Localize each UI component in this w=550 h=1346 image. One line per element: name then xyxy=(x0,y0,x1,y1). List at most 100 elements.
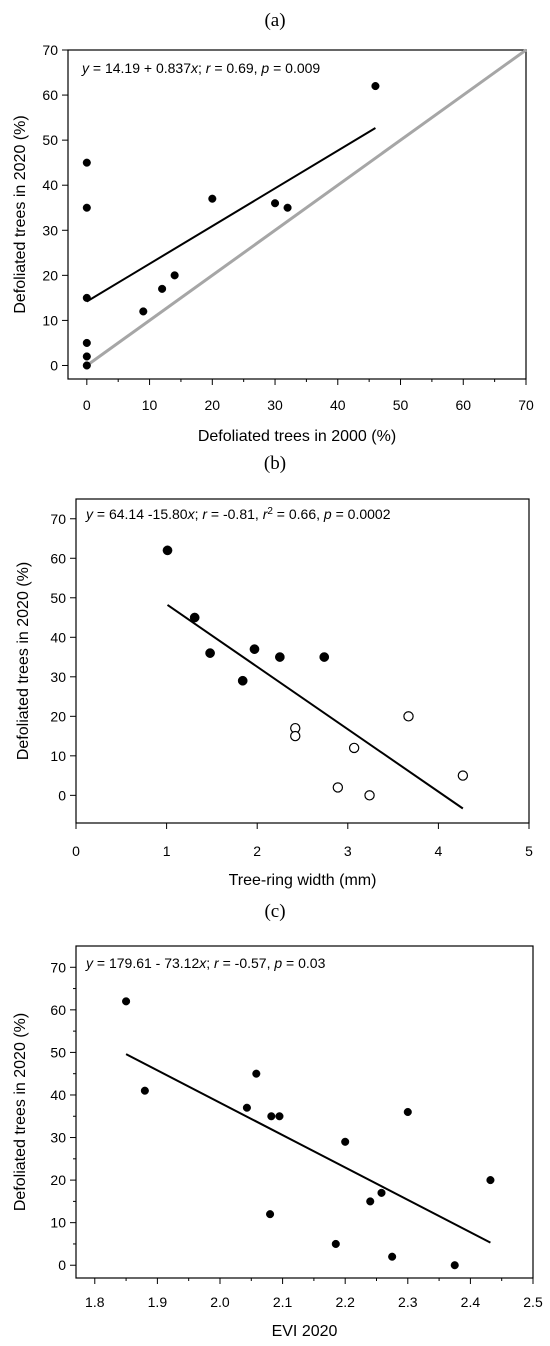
equation-part: r xyxy=(206,60,212,76)
data-point xyxy=(450,1261,459,1270)
equation-part: r xyxy=(214,955,220,971)
y-tick-label: 70 xyxy=(42,42,58,58)
equation-part: ; xyxy=(198,60,206,76)
panel-label: (a) xyxy=(264,10,285,31)
plot-frame xyxy=(75,498,530,824)
data-point xyxy=(283,203,292,212)
y-tick-label: 70 xyxy=(50,511,66,527)
y-tick-label: 30 xyxy=(50,1130,66,1146)
regression-equation: y = 64.14 -15.80x; r = -0.81, r2 = 0.66,… xyxy=(85,506,391,523)
equation-part: y xyxy=(85,506,94,522)
y-tick-label: 20 xyxy=(50,708,66,724)
y-tick-label: 0 xyxy=(58,1257,66,1273)
equation-part: = -0.81, xyxy=(207,506,263,522)
x-tick-label: 2.4 xyxy=(461,1294,481,1310)
y-tick-label: 20 xyxy=(50,1172,66,1188)
equation-part: r xyxy=(202,506,208,522)
data-point xyxy=(403,1107,412,1117)
x-tick-label: 4 xyxy=(435,843,443,859)
y-tick-label: 10 xyxy=(42,312,58,328)
y-tick-label: 10 xyxy=(50,748,66,764)
data-point xyxy=(237,675,248,686)
x-tick-label: 20 xyxy=(205,397,221,413)
regression-line xyxy=(166,604,464,810)
chart-panel-a: (a) 0 10 20 30 40 50 60 70 0 10 20 30 40 50 60 70 Defolia… xyxy=(12,10,534,445)
regression-line xyxy=(86,127,376,303)
data-point xyxy=(139,307,148,316)
data-point xyxy=(82,338,91,347)
y-axis-label: Defoliated trees in 2020 (%) xyxy=(12,1013,29,1211)
x-tick-label: 1.9 xyxy=(148,1294,168,1310)
x-tick-label: 10 xyxy=(142,397,158,413)
x-tick-label: 50 xyxy=(393,397,409,413)
data-point xyxy=(341,1137,350,1146)
y-tick-label: 30 xyxy=(42,222,58,238)
panel-label: (b) xyxy=(264,453,286,474)
y-axis-label: Defoliated trees in 2020 (%) xyxy=(12,115,29,313)
x-tick-label: 2.5 xyxy=(523,1294,543,1310)
equation-part: p xyxy=(260,60,269,76)
x-tick-label: 2.1 xyxy=(273,1294,293,1310)
equation-part: x xyxy=(198,955,207,971)
regression-equation: y = 179.61 - 73.12x; r = -0.57, p = 0.03 xyxy=(85,955,326,971)
y-tick-label: 10 xyxy=(50,1215,66,1231)
data-point xyxy=(377,1188,386,1197)
equation-part: = 0.0002 xyxy=(332,506,391,522)
equation-part: ; xyxy=(206,955,214,971)
data-point xyxy=(170,271,179,280)
data-point-open xyxy=(290,730,301,742)
equation-part: = 0.69, xyxy=(210,60,261,76)
data-point xyxy=(371,82,380,91)
equation-part: = 0.009 xyxy=(269,60,320,76)
x-tick-label: 2 xyxy=(253,843,261,859)
equation-part: 2 xyxy=(267,506,273,517)
data-point xyxy=(249,644,260,654)
data-point xyxy=(158,284,167,293)
data-point xyxy=(267,1112,276,1121)
plot-frame xyxy=(67,49,527,380)
data-point xyxy=(82,293,91,302)
y-tick-label: 40 xyxy=(50,1087,66,1103)
y-tick-label: 20 xyxy=(42,267,58,283)
equation-part: x xyxy=(190,60,199,76)
data-point-open xyxy=(403,711,414,722)
data-point xyxy=(82,352,91,361)
equation-part: ; xyxy=(195,506,203,522)
data-point xyxy=(270,199,280,208)
data-point-open xyxy=(332,782,344,793)
data-point xyxy=(486,1176,495,1185)
equation-part: y xyxy=(81,60,90,76)
data-point xyxy=(189,612,200,623)
y-tick-label: 50 xyxy=(50,590,66,606)
x-axis-label: Tree-ring width (mm) xyxy=(229,872,377,889)
data-point xyxy=(242,1103,251,1112)
data-point xyxy=(252,1069,261,1078)
chart-panel-c: (c) 1.8 1.9 2.0 2.1 2.2 2.3 2.4 2.5 0 10 20 30 40 50 60… xyxy=(12,901,543,1340)
x-tick-label: 3 xyxy=(344,843,352,859)
data-point xyxy=(388,1252,397,1261)
y-tick-label: 70 xyxy=(50,959,66,975)
equation-part: p xyxy=(273,955,282,971)
x-tick-label: 30 xyxy=(267,397,283,413)
equation-part: = 0.03 xyxy=(282,955,325,971)
y-tick-label: 40 xyxy=(50,629,66,645)
panel-label: (c) xyxy=(264,901,285,922)
equation-part: r xyxy=(263,506,269,522)
x-tick-label: 0 xyxy=(83,397,91,413)
x-tick-label: 0 xyxy=(72,843,80,859)
y-axis-label: Defoliated trees in 2020 (%) xyxy=(15,562,32,760)
y-tick-label: 30 xyxy=(50,669,66,685)
data-point-open xyxy=(457,770,469,781)
x-tick-label: 60 xyxy=(455,397,471,413)
equation-part: y xyxy=(85,955,94,971)
y-tick-label: 0 xyxy=(58,787,66,803)
equation-part: x xyxy=(187,506,196,522)
x-tick-label: 40 xyxy=(330,397,346,413)
x-tick-label: 1.8 xyxy=(85,1294,105,1310)
y-tick-label: 60 xyxy=(50,550,66,566)
one-to-one-line xyxy=(85,48,527,367)
x-axis-label: EVI 2020 xyxy=(272,1323,338,1340)
x-tick-label: 2.0 xyxy=(210,1294,230,1310)
data-point-open xyxy=(364,790,375,801)
